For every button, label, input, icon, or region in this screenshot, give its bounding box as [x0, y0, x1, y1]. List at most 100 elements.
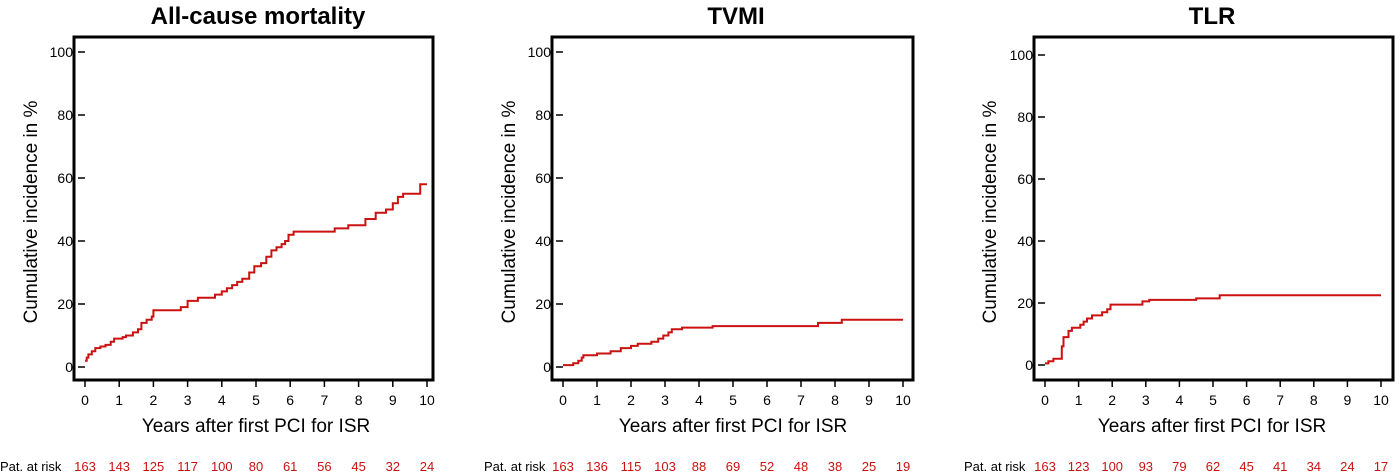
- chart-title: All-cause mortality: [151, 3, 366, 30]
- x-axis: 0 1 2 3 4 5 6 7 8 9 10: [81, 380, 435, 408]
- at-risk-value: 61: [283, 459, 297, 474]
- cumulative-incidence-line: [85, 183, 427, 362]
- panel-tvmi: TVMI 0 20 40 60 80 100 0 1 2 3 4 5 6 7 8 9 10 Cumulativ…: [484, 3, 915, 474]
- at-risk-value: 24: [1340, 459, 1354, 474]
- y-tick-label: 80: [57, 107, 73, 123]
- x-axis: 0 1 2 3 4 5 6 7 8 9 10: [559, 380, 911, 408]
- at-risk-value: 123: [1068, 459, 1090, 474]
- at-risk-value: 38: [828, 459, 842, 474]
- at-risk-value: 100: [1101, 459, 1123, 474]
- x-tick-label: 6: [1243, 392, 1251, 408]
- y-axis: 0 20 40 60 80 100: [528, 44, 563, 375]
- at-risk-value: 45: [351, 459, 365, 474]
- x-tick-label: 8: [1310, 392, 1318, 408]
- chart-title: TVMI: [707, 3, 764, 30]
- x-tick-label: 10: [1373, 392, 1389, 408]
- plot-frame: [550, 35, 915, 382]
- x-tick-label: 5: [729, 392, 737, 408]
- at-risk-value: 34: [1307, 459, 1321, 474]
- at-risk-label: Pat. at risk: [484, 459, 546, 474]
- at-risk-value: 115: [621, 459, 642, 474]
- x-tick-label: 1: [593, 392, 601, 408]
- y-tick-label: 60: [57, 170, 73, 186]
- at-risk-value: 56: [317, 459, 331, 474]
- cumulative-incidence-line: [1045, 294, 1381, 365]
- at-risk-value: 117: [177, 459, 198, 474]
- x-tick-label: 2: [1108, 392, 1116, 408]
- at-risk-value: 32: [386, 459, 400, 474]
- x-tick-label: 7: [1276, 392, 1284, 408]
- x-tick-label: 8: [355, 392, 363, 408]
- x-tick-label: 4: [218, 392, 226, 408]
- x-tick-label: 9: [865, 392, 873, 408]
- y-tick-label: 0: [543, 359, 551, 375]
- x-tick-label: 4: [695, 392, 703, 408]
- x-axis-title: Years after first PCI for ISR: [1098, 416, 1326, 437]
- y-tick-label: 100: [1010, 47, 1034, 63]
- at-risk-value: 17: [1374, 459, 1388, 474]
- x-tick-label: 0: [559, 392, 567, 408]
- x-tick-label: 3: [1142, 392, 1150, 408]
- y-tick-label: 60: [1017, 171, 1033, 187]
- x-tick-label: 3: [661, 392, 669, 408]
- x-axis: 0 1 2 3 4 5 6 7 8 9 10: [1041, 380, 1389, 408]
- at-risk-value: 79: [1172, 459, 1186, 474]
- y-tick-label: 80: [535, 107, 551, 123]
- y-axis: 0 20 40 60 80 100: [1010, 47, 1045, 373]
- x-tick-label: 0: [1041, 392, 1049, 408]
- at-risk-value: 163: [1034, 459, 1056, 474]
- at-risk-row: Pat. at risk 163 123 100 93 79 62 45 41 34 24 17: [964, 459, 1388, 474]
- y-tick-label: 40: [57, 233, 73, 249]
- y-tick-label: 60: [535, 170, 551, 186]
- at-risk-value: 163: [552, 459, 574, 474]
- y-axis-title: Cumulative incidence in %: [499, 100, 520, 323]
- y-tick-label: 100: [50, 44, 74, 60]
- at-risk-value: 62: [1206, 459, 1220, 474]
- x-tick-label: 2: [627, 392, 635, 408]
- at-risk-row: Pat. at risk 163 136 115 103 88 69 52 48 38 25 19: [484, 459, 910, 474]
- at-risk-value: 24: [420, 459, 434, 474]
- at-risk-value: 48: [794, 459, 808, 474]
- x-tick-label: 1: [1075, 392, 1083, 408]
- at-risk-value: 52: [760, 459, 774, 474]
- at-risk-value: 41: [1273, 459, 1287, 474]
- plot-frame: [1032, 35, 1395, 382]
- plot-frame: [72, 35, 435, 382]
- chart-title: TLR: [1189, 3, 1236, 30]
- y-tick-label: 100: [528, 44, 552, 60]
- x-tick-label: 1: [115, 392, 123, 408]
- x-tick-label: 8: [831, 392, 839, 408]
- at-risk-value: 100: [211, 459, 233, 474]
- x-tick-label: 10: [895, 392, 911, 408]
- at-risk-value: 25: [862, 459, 876, 474]
- x-tick-label: 9: [1344, 392, 1352, 408]
- x-tick-label: 6: [286, 392, 294, 408]
- y-tick-label: 0: [1025, 357, 1033, 373]
- x-tick-label: 2: [150, 392, 158, 408]
- x-axis-title: Years after first PCI for ISR: [142, 416, 370, 437]
- at-risk-value: 125: [143, 459, 165, 474]
- y-axis: 0 20 40 60 80 100: [50, 44, 85, 375]
- at-risk-value: 19: [896, 459, 910, 474]
- y-tick-label: 20: [535, 296, 551, 312]
- x-tick-label: 0: [81, 392, 89, 408]
- at-risk-value: 88: [692, 459, 706, 474]
- y-tick-label: 0: [65, 359, 73, 375]
- at-risk-value: 103: [654, 459, 676, 474]
- y-tick-label: 40: [535, 233, 551, 249]
- x-tick-label: 7: [797, 392, 805, 408]
- at-risk-label: Pat. at risk: [0, 459, 62, 474]
- y-tick-label: 20: [57, 296, 73, 312]
- at-risk-value: 163: [74, 459, 96, 474]
- x-tick-label: 9: [389, 392, 397, 408]
- x-tick-label: 4: [1176, 392, 1184, 408]
- at-risk-value: 45: [1239, 459, 1253, 474]
- x-tick-label: 7: [321, 392, 329, 408]
- y-tick-label: 40: [1017, 233, 1033, 249]
- y-axis-title: Cumulative incidence in %: [980, 100, 1001, 323]
- y-axis-title: Cumulative incidence in %: [21, 100, 42, 323]
- x-tick-label: 5: [252, 392, 260, 408]
- x-tick-label: 10: [419, 392, 435, 408]
